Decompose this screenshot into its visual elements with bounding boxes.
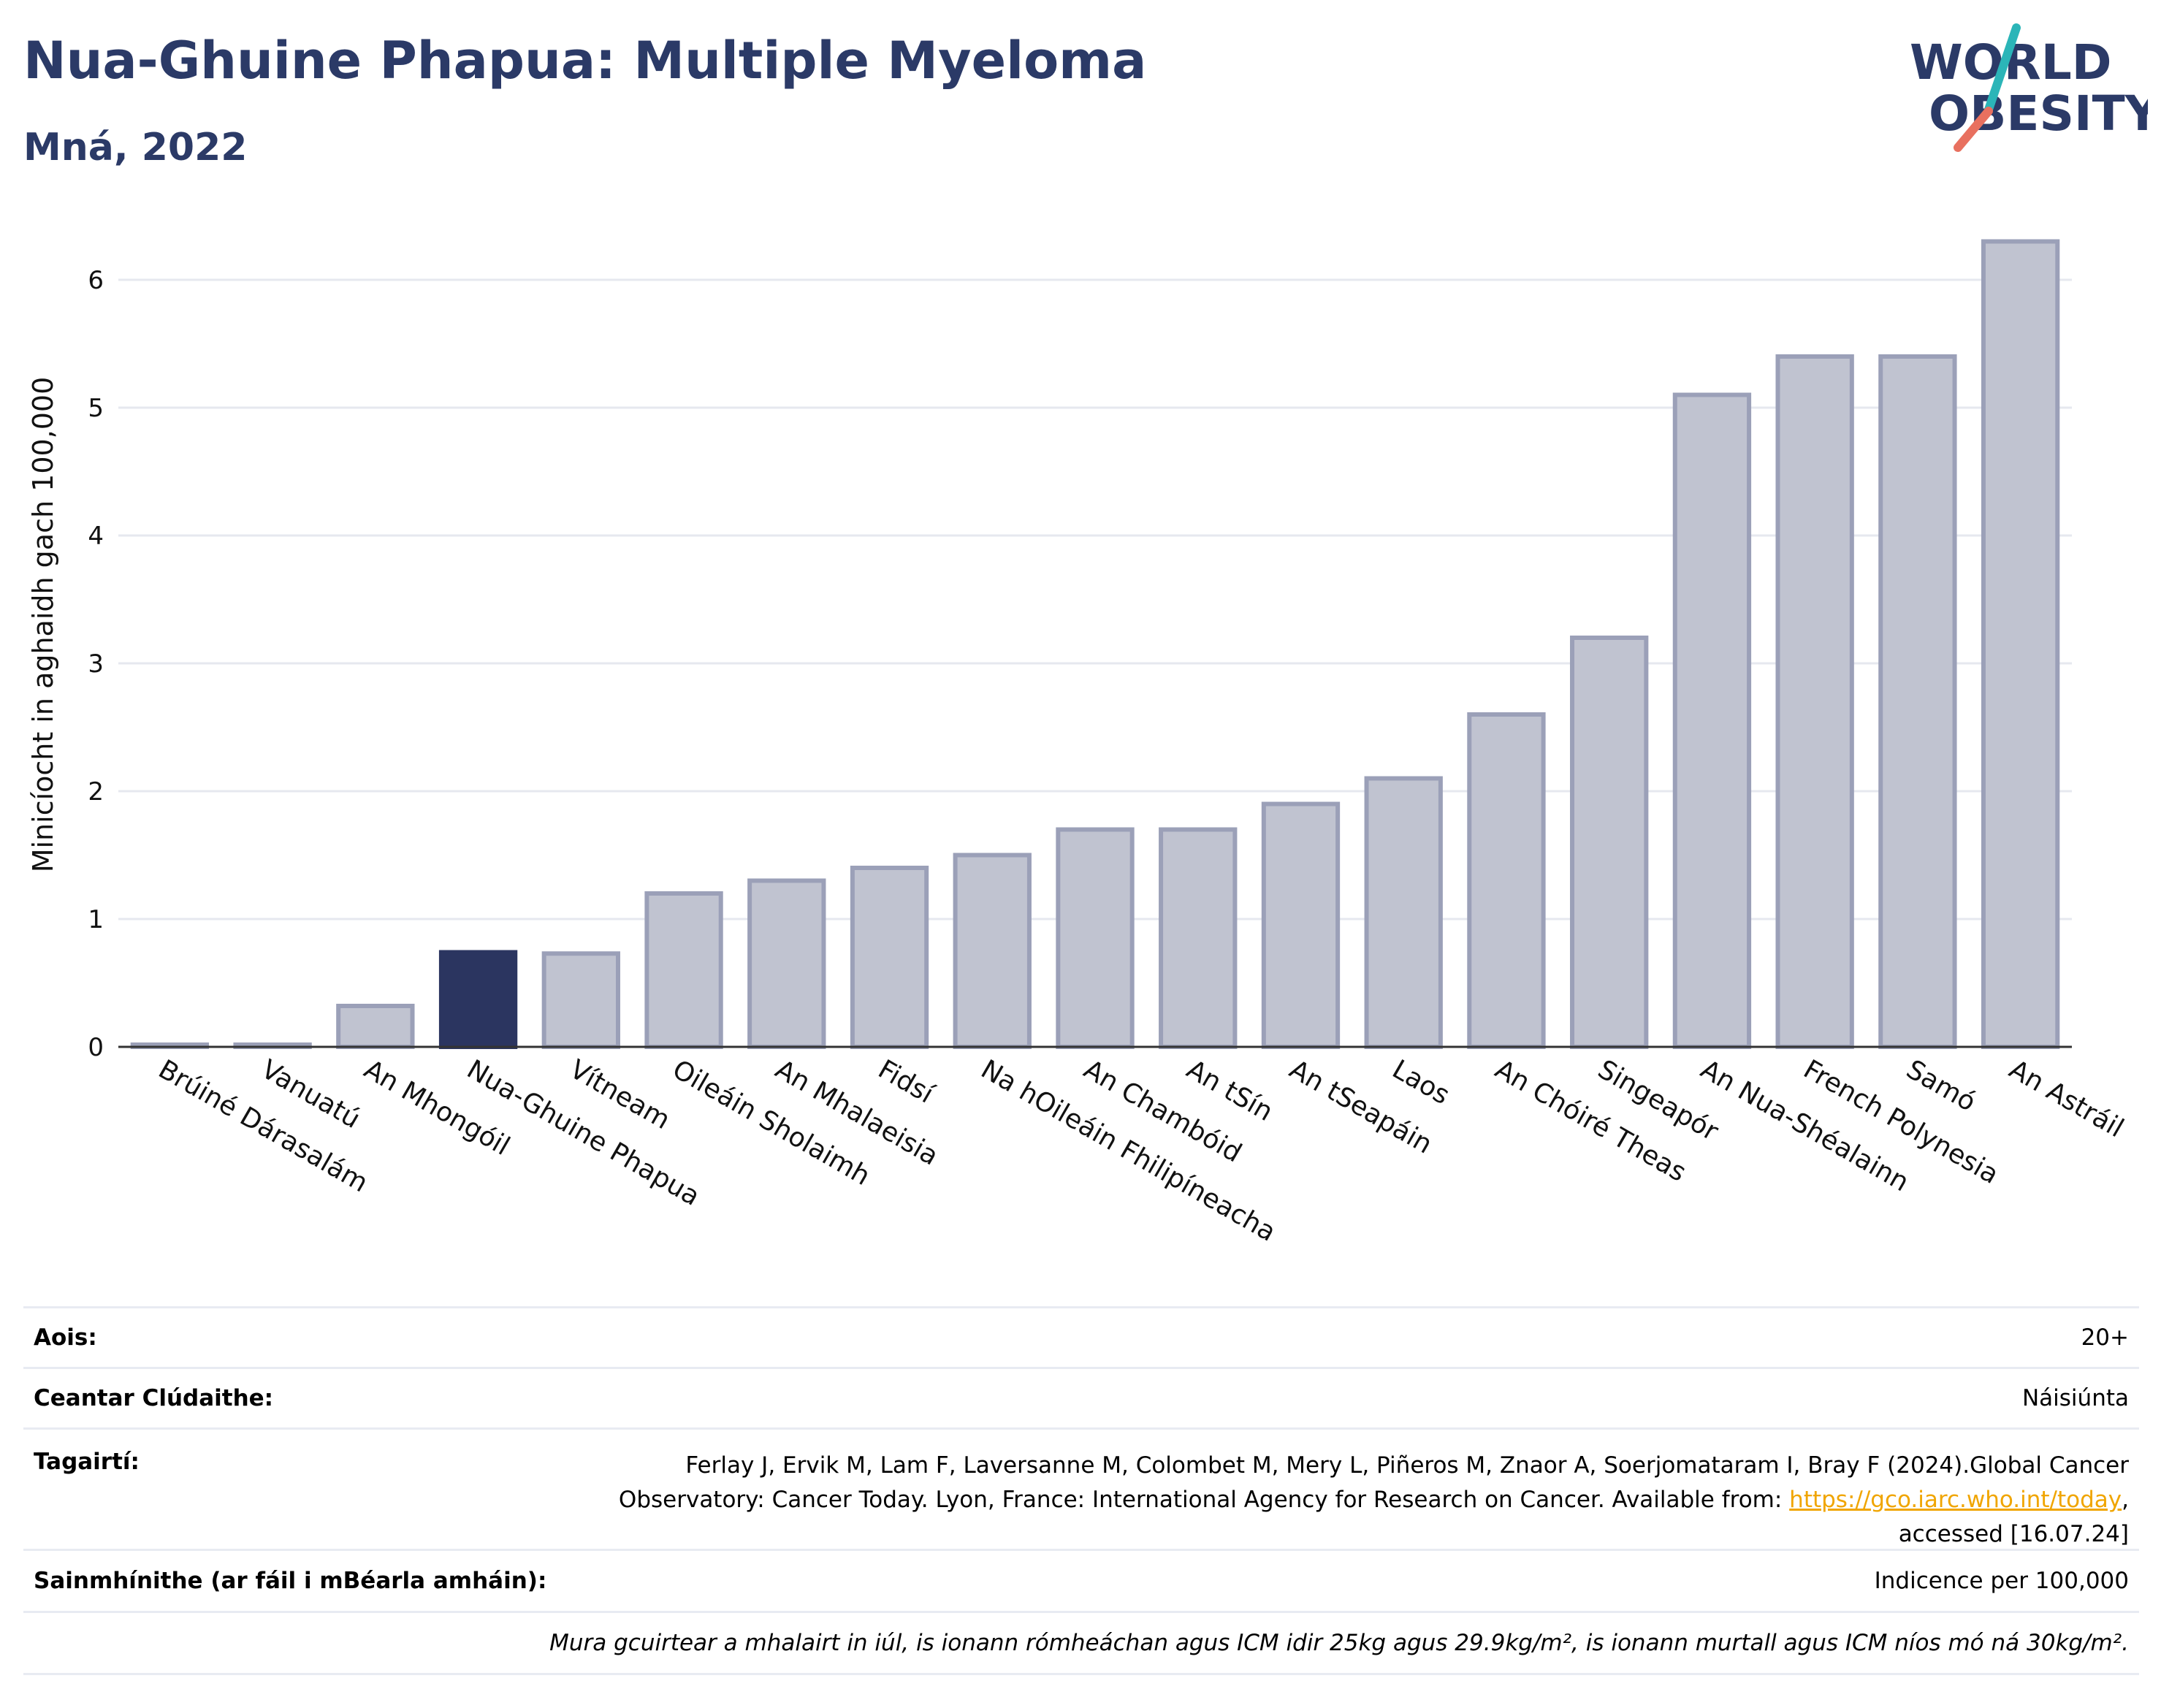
logo-slash-coral bbox=[1954, 107, 1993, 152]
bar bbox=[1467, 712, 1546, 1049]
bar bbox=[1159, 827, 1238, 1049]
y-tick-label: 2 bbox=[88, 777, 104, 807]
info-row-note: Mura gcuirtear a mhalairt in iúl, is ion… bbox=[23, 1611, 2139, 1675]
page-subtitle: Mná, 2022 bbox=[23, 126, 248, 169]
references-link[interactable]: https://gco.iarc.who.int/today bbox=[1789, 1487, 2122, 1513]
bar bbox=[850, 866, 929, 1049]
info-table: Aois: 20+ Ceantar Clúdaithe: Náisiúnta T… bbox=[23, 1306, 2139, 1675]
y-tick-label: 6 bbox=[88, 266, 104, 295]
references-text: Ferlay J, Ervik M, Lam F, Laversanne M, … bbox=[618, 1452, 2129, 1513]
logo-slash-teal bbox=[1984, 23, 2021, 114]
world-obesity-logo: WORLD OBESITY bbox=[1910, 23, 2148, 152]
info-row-definitions: Sainmhínithe (ar fáil i mBéarla amháin):… bbox=[23, 1549, 2139, 1611]
bar bbox=[644, 891, 723, 1049]
bars bbox=[130, 239, 2060, 1049]
bar bbox=[541, 951, 620, 1049]
footnote: Mura gcuirtear a mhalairt in iúl, is ion… bbox=[549, 1630, 2129, 1656]
y-tick-label: 3 bbox=[88, 649, 104, 679]
x-tick-label: Oileáin Sholaimh bbox=[668, 1054, 875, 1192]
references-value: Ferlay J, Ervik M, Lam F, Laversanne M, … bbox=[595, 1449, 2139, 1552]
y-tick-label: 1 bbox=[88, 905, 104, 934]
coverage-value: Náisiúnta bbox=[2021, 1385, 2129, 1411]
y-tick-label: 0 bbox=[88, 1033, 104, 1062]
definitions-label: Sainmhínithe (ar fáil i mBéarla amháin): bbox=[34, 1568, 547, 1594]
bar bbox=[1878, 354, 1957, 1049]
info-row-age: Aois: 20+ bbox=[23, 1306, 2139, 1367]
x-tick-label: An Chóiré Theas bbox=[1490, 1054, 1691, 1188]
y-tick-label: 5 bbox=[88, 394, 104, 423]
x-tick-label: Samó bbox=[1901, 1054, 1981, 1118]
bar bbox=[1981, 239, 2060, 1049]
bar bbox=[1364, 776, 1443, 1049]
bar bbox=[1056, 827, 1135, 1049]
age-label: Aois: bbox=[34, 1324, 97, 1351]
bar bbox=[953, 853, 1032, 1049]
info-row-references: Tagairtí: Ferlay J, Ervik M, Lam F, Lave… bbox=[23, 1427, 2139, 1549]
bar bbox=[438, 950, 518, 1049]
y-tick-label: 4 bbox=[88, 522, 104, 551]
bar bbox=[1261, 801, 1341, 1049]
bar bbox=[1672, 392, 1752, 1049]
definitions-value: Indicence per 100,000 bbox=[1874, 1568, 2129, 1594]
coverage-label: Ceantar Clúdaithe: bbox=[34, 1385, 274, 1411]
references-label: Tagairtí: bbox=[34, 1449, 140, 1475]
info-row-coverage: Ceantar Clúdaithe: Náisiúnta bbox=[23, 1367, 2139, 1427]
age-value: 20+ bbox=[2081, 1324, 2129, 1351]
page-title: Nua-Ghuine Phapua: Multiple Myeloma bbox=[23, 31, 1147, 91]
bar bbox=[1775, 354, 1854, 1049]
x-tick-label: An Astráil bbox=[2004, 1054, 2129, 1143]
bar bbox=[336, 1004, 415, 1049]
bar bbox=[747, 878, 826, 1049]
y-axis-label: Minicíocht in aghaidh gach 100,000 bbox=[27, 377, 59, 873]
x-tick-label: Fidsí bbox=[873, 1054, 939, 1110]
x-tick-label: Laos bbox=[1387, 1054, 1455, 1110]
bar bbox=[1570, 636, 1649, 1049]
y-tick-labels: 0 1 2 3 4 5 6 bbox=[88, 266, 104, 1062]
references-accessed: , accessed [16.07.24] bbox=[1898, 1487, 2129, 1547]
